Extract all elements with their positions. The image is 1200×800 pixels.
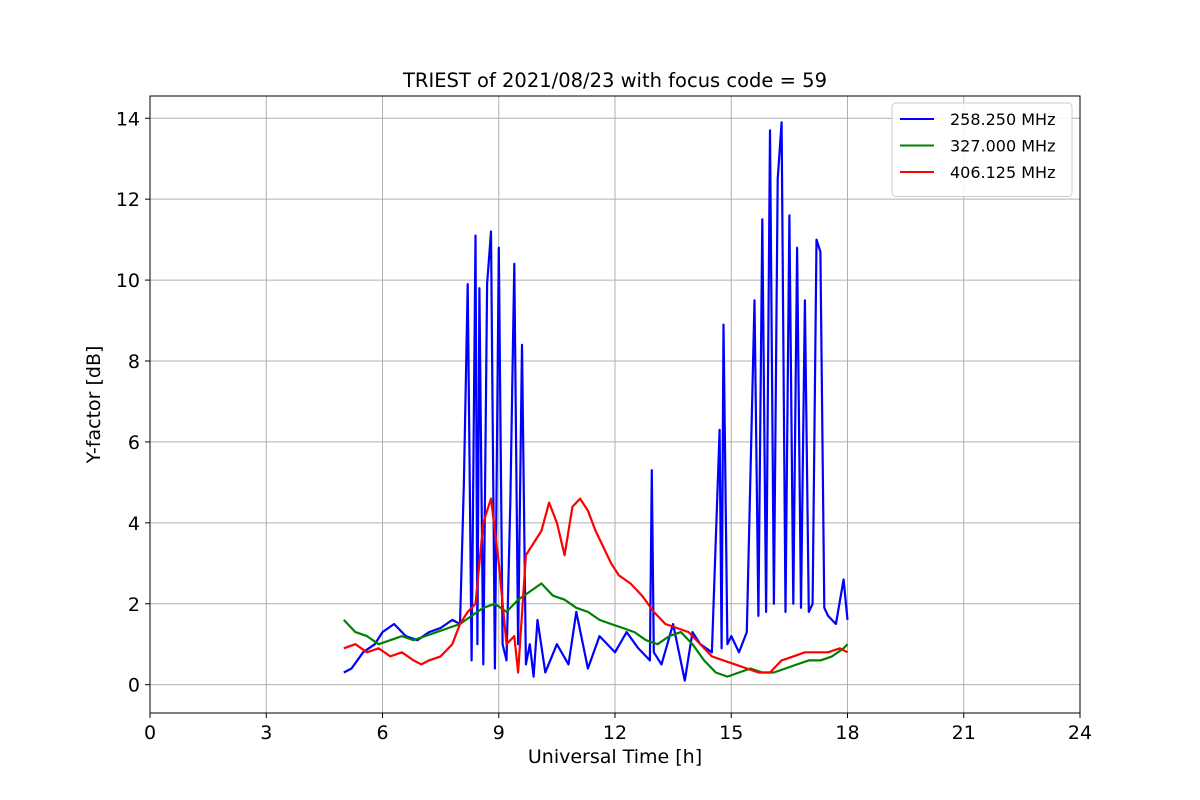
series-line-0	[343, 121, 849, 682]
x-tick-label: 24	[1068, 722, 1092, 744]
x-tick-label: 0	[144, 722, 156, 744]
y-axis-label: Y-factor [dB]	[83, 346, 105, 465]
x-tick-label: 9	[493, 722, 505, 744]
x-tick-label: 21	[952, 722, 976, 744]
y-tick-label: 2	[128, 594, 140, 616]
x-axis: 0 3 6 9 12 15 18 21 24	[144, 713, 1092, 744]
x-tick-label: 3	[260, 722, 272, 744]
series-line-2	[343, 497, 849, 674]
chart-title: TRIEST of 2021/08/23 with focus code = 5…	[402, 69, 827, 92]
legend-box	[891, 102, 1073, 197]
y-tick-label: 8	[128, 351, 140, 373]
y-tick-label: 6	[128, 432, 140, 454]
x-tick-label: 18	[835, 722, 859, 744]
x-tick-label: 6	[376, 722, 388, 744]
y-tick-label: 10	[116, 270, 140, 292]
legend: 258.250 MHz 327.000 MHz 406.125 MHz	[891, 102, 1073, 197]
y-tick-label: 4	[128, 513, 140, 535]
legend-label: 406.125 MHz	[950, 163, 1055, 182]
series-layer	[343, 121, 849, 682]
y-tick-label: 0	[128, 675, 140, 697]
legend-label: 258.250 MHz	[950, 110, 1055, 129]
x-axis-label: Universal Time [h]	[528, 746, 702, 768]
legend-label: 327.000 MHz	[950, 137, 1055, 156]
x-tick-label: 12	[603, 722, 627, 744]
x-tick-label: 15	[719, 722, 743, 744]
y-axis: 0 2 4 6 8 10 12 14	[116, 108, 150, 697]
y-tick-label: 12	[116, 189, 140, 211]
y-tick-label: 14	[116, 108, 140, 130]
